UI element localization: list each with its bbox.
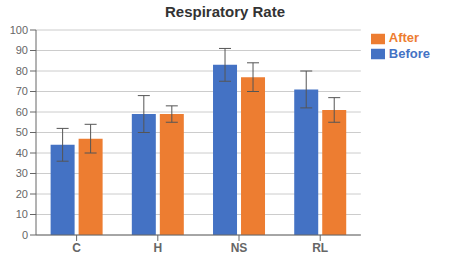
svg-text:30: 30 xyxy=(16,167,28,179)
svg-text:50: 50 xyxy=(16,126,28,138)
html-text:Respiratory Rate: Respiratory Rate xyxy=(165,3,285,20)
svg-text:NS: NS xyxy=(231,241,248,255)
svg-text:90: 90 xyxy=(16,44,28,56)
svg-text:H: H xyxy=(153,241,162,255)
svg-text:20: 20 xyxy=(16,188,28,200)
svg-text:RL: RL xyxy=(312,241,328,255)
svg-text:70: 70 xyxy=(16,85,28,97)
svg-text:60: 60 xyxy=(16,106,28,118)
svg-text:40: 40 xyxy=(16,147,28,159)
html-text:After: After xyxy=(388,30,420,45)
svg-text:80: 80 xyxy=(16,65,28,77)
html-text:Before: Before xyxy=(388,45,430,61)
svg-text:10: 10 xyxy=(16,208,28,220)
svg-text:0: 0 xyxy=(22,229,28,241)
svg-text:100: 100 xyxy=(10,24,28,36)
svg-text:C: C xyxy=(72,241,81,255)
